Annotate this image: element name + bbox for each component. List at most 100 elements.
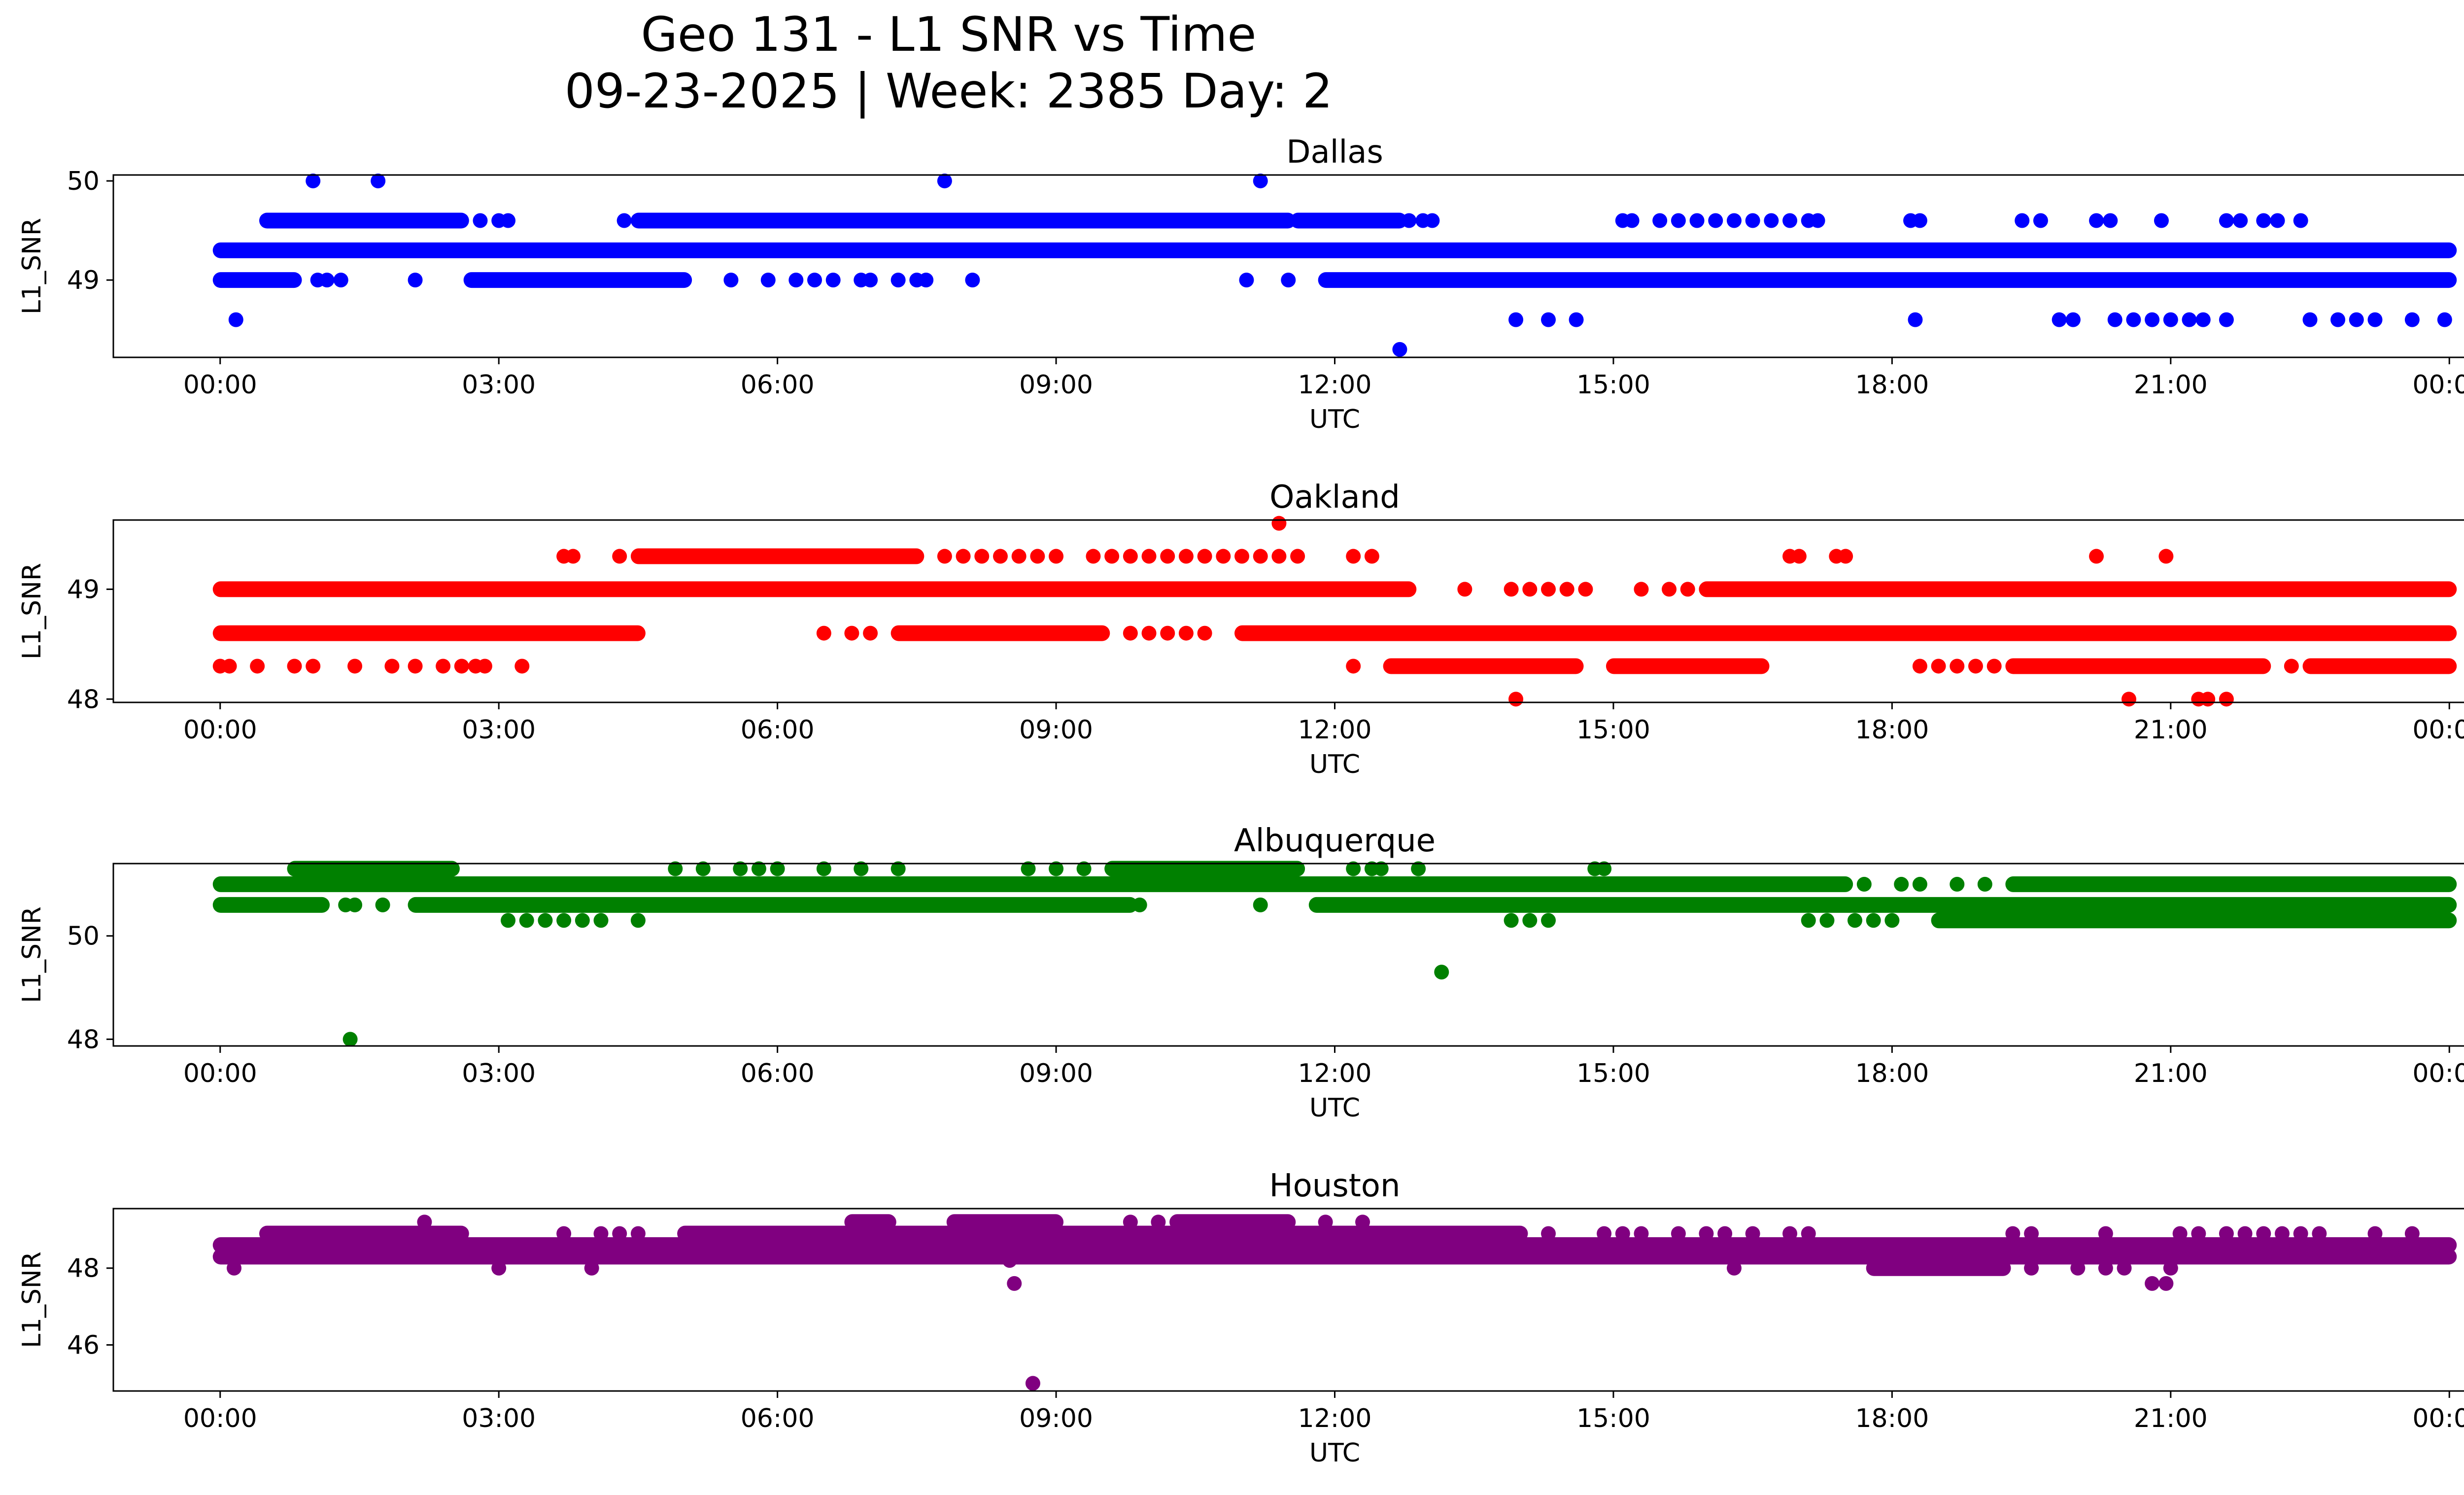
data-point: [2158, 549, 2174, 564]
data-point: [616, 213, 632, 228]
data-point: [2015, 213, 2030, 228]
data-point: [816, 626, 831, 641]
data-band: [2005, 876, 2457, 892]
data-band: [1290, 212, 1407, 229]
data-point: [1411, 861, 1426, 876]
data-point: [1355, 1215, 1370, 1230]
subplots: Dallas 00:00 03:00 06:00 09:00 12:00 15:00 18:0…: [17, 134, 2464, 1468]
data-point: [1253, 174, 1268, 189]
data-point: [1764, 213, 1779, 228]
data-point: [1912, 876, 1927, 892]
data-point: [538, 913, 553, 928]
data-point: [1234, 549, 1250, 564]
data-point: [2293, 1226, 2308, 1241]
data-point: [1680, 582, 1695, 597]
data-point: [974, 549, 990, 564]
data-point: [937, 174, 952, 189]
data-point: [519, 913, 534, 928]
y-tick-label: 48: [67, 1025, 100, 1054]
figure-title-line1: Geo 131 - L1 SNR vs Time: [641, 7, 1257, 62]
data-point: [630, 1226, 646, 1241]
data-point: [1662, 582, 1677, 597]
data-point: [863, 626, 878, 641]
data-point: [2089, 213, 2104, 228]
data-point: [1504, 582, 1519, 597]
data-band: [259, 1225, 469, 1242]
y-axis-label: L1_SNR: [17, 906, 47, 1003]
x-tick-label: 15:00: [1576, 715, 1650, 745]
data-point: [2219, 213, 2234, 228]
x-tick-label: 06:00: [741, 370, 815, 400]
data-point: [408, 659, 423, 674]
data-point: [371, 174, 386, 189]
data-point: [1160, 626, 1175, 641]
y-axis-label: L1_SNR: [17, 1252, 47, 1348]
data-point: [863, 273, 878, 288]
data-point: [1508, 312, 1524, 327]
data-point: [788, 273, 804, 288]
x-tick-label: 21:00: [2134, 1404, 2208, 1433]
x-tick-label: 03:00: [462, 1059, 536, 1088]
data-point: [844, 626, 859, 641]
data-band: [844, 1214, 896, 1230]
data-band: [890, 625, 1110, 641]
subplot-oakland: Oakland 00:00 03:00 06:00 09:00 12:00 15:00 18:…: [17, 479, 2464, 779]
x-tick-label: 06:00: [741, 1059, 815, 1088]
data-band: [677, 1225, 1528, 1242]
x-axis-label: UTC: [1309, 1093, 1360, 1123]
data-point: [1392, 342, 1407, 357]
data-point: [375, 897, 390, 912]
data-band: [408, 897, 1138, 913]
data-point: [2404, 1226, 2420, 1241]
data-point: [695, 861, 711, 876]
x-tick-label: 00:00: [2412, 1404, 2464, 1433]
data-point: [1151, 1215, 1166, 1230]
data-point: [1856, 876, 1872, 892]
y-tick-label: 50: [67, 167, 100, 196]
data-point: [825, 273, 841, 288]
data-band: [212, 876, 1853, 892]
data-point: [1522, 582, 1538, 597]
data-point: [1819, 913, 1835, 928]
data-point: [1281, 273, 1296, 288]
data-point: [770, 861, 785, 876]
data-point: [612, 1226, 627, 1241]
data-point: [992, 549, 1008, 564]
y-tick-label: 46: [67, 1331, 100, 1360]
data-point: [1801, 913, 1816, 928]
data-point: [668, 861, 683, 876]
data-point: [1634, 582, 1649, 597]
data-point: [1624, 213, 1640, 228]
data-point: [1578, 582, 1593, 597]
data-point: [1234, 1215, 1250, 1230]
data-point: [1950, 659, 1965, 674]
x-tick-label: 00:00: [183, 1059, 257, 1088]
x-axis-label: UTC: [1309, 1438, 1360, 1468]
data-band: [212, 625, 646, 641]
data-point: [1931, 659, 1946, 674]
x-tick-label: 21:00: [2134, 715, 2208, 745]
data-point: [1160, 549, 1175, 564]
data-point: [1086, 549, 1101, 564]
data-point: [1457, 582, 1472, 597]
x-tick-label: 09:00: [1019, 715, 1093, 745]
x-tick-label: 18:00: [1855, 370, 1929, 400]
data-point: [1132, 897, 1147, 912]
data-band: [1606, 658, 1770, 674]
x-tick-label: 06:00: [741, 715, 815, 745]
x-tick-label: 09:00: [1019, 370, 1093, 400]
y-tick-label: 50: [67, 922, 100, 951]
data-point: [1541, 312, 1556, 327]
data-point: [2098, 1260, 2113, 1276]
x-tick-label: 21:00: [2134, 370, 2208, 400]
data-point: [1141, 626, 1157, 641]
data-point: [2237, 1226, 2253, 1241]
data-point: [384, 659, 400, 674]
data-point: [333, 273, 348, 288]
data-point: [2191, 1226, 2206, 1241]
data-point: [919, 273, 934, 288]
data-band: [2302, 658, 2457, 674]
data-point: [491, 1260, 507, 1276]
data-point: [2126, 312, 2141, 327]
data-point: [2219, 312, 2234, 327]
